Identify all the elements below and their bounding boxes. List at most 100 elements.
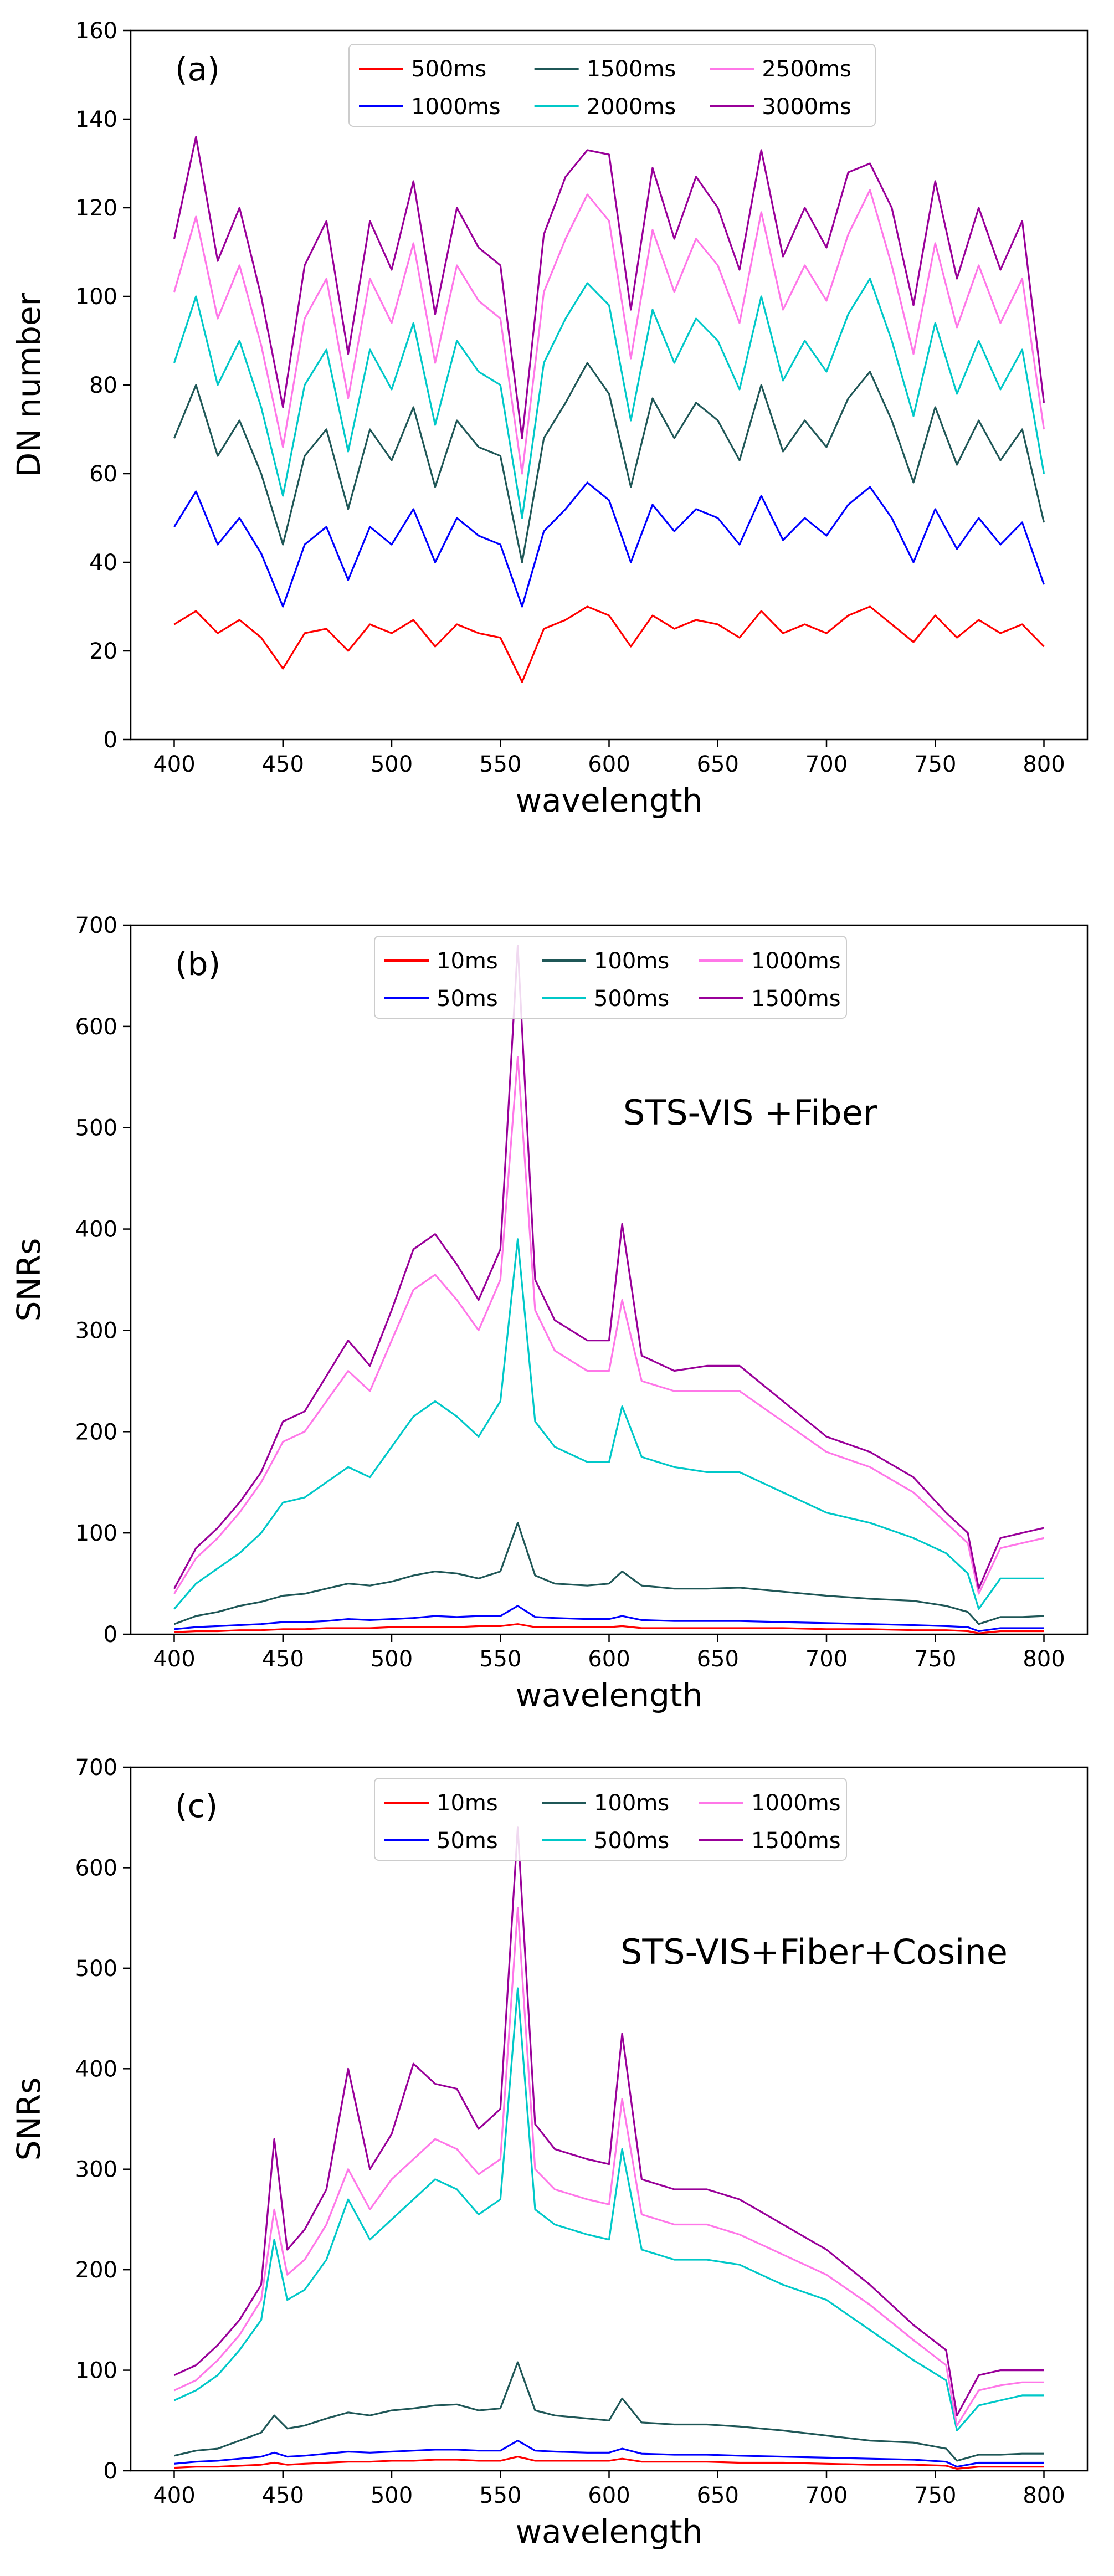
series-line-10ms [174, 1623, 1044, 1634]
x-tick-label: 450 [262, 752, 304, 777]
y-tick-label: 120 [75, 196, 117, 221]
x-axis-label: wavelength [516, 782, 703, 819]
x-tick-label: 800 [1023, 1646, 1065, 1672]
legend-label: 50ms [437, 986, 498, 1012]
legend-label: 1500ms [587, 57, 676, 82]
y-tick-label: 100 [75, 284, 117, 310]
chart-annotation: STS-VIS+Fiber+Cosine [620, 1932, 1008, 1972]
legend-label: 500ms [594, 986, 669, 1012]
chart-panel-2: 400 450 500 550 600 650 700 750 800 0 100 200 300 400… [10, 913, 1089, 1714]
legend-label: 1500ms [751, 1828, 841, 1854]
panel-tag: (b) [175, 945, 220, 983]
legend-label: 50ms [437, 1828, 498, 1854]
x-tick-label: 450 [262, 1646, 304, 1672]
x-tick-label: 700 [805, 2483, 848, 2508]
x-tick-label: 800 [1023, 2483, 1065, 2508]
legend-label: 2000ms [587, 94, 676, 120]
legend-label: 1000ms [751, 1790, 841, 1816]
series-line-100ms [173, 1522, 1044, 1625]
y-tick-label: 700 [75, 1755, 117, 1780]
x-tick-label: 650 [697, 1646, 739, 1672]
y-tick-label: 500 [75, 1956, 117, 1982]
y-axis-label: SNRs [10, 1238, 48, 1322]
x-tick-label: 400 [153, 752, 195, 777]
y-axis-label: SNRs [10, 2077, 48, 2161]
y-tick-label: 100 [75, 2358, 117, 2384]
panel-tag: (c) [175, 1787, 218, 1825]
x-tick-label: 500 [371, 1646, 413, 1672]
y-tick-label: 400 [75, 1217, 117, 1243]
y-axis-label: DN number [10, 293, 48, 477]
y-tick-label: 20 [89, 639, 117, 664]
series-line-100ms [174, 2361, 1044, 2462]
x-tick-label: 550 [479, 2483, 521, 2508]
x-tick-label: 450 [262, 2483, 304, 2508]
series-line-1000ms [173, 1907, 1044, 2426]
x-tick-label: 500 [371, 752, 413, 777]
y-tick-label: 600 [75, 1855, 117, 1881]
x-tick-label: 650 [697, 752, 739, 777]
x-tick-label: 500 [371, 2483, 413, 2508]
legend-label: 1000ms [751, 948, 841, 974]
legend-label: 2500ms [762, 57, 851, 82]
x-tick-label: 600 [588, 1646, 630, 1672]
x-tick-label: 750 [914, 2483, 956, 2508]
y-tick-label: 80 [89, 373, 117, 398]
series-line-3000ms [173, 136, 1045, 439]
y-tick-label: 0 [104, 2459, 117, 2484]
x-tick-label: 750 [914, 752, 956, 777]
series-line-10ms [174, 2456, 1044, 2470]
y-tick-label: 200 [75, 1419, 117, 1445]
y-tick-label: 0 [104, 727, 117, 753]
legend-label: 1000ms [411, 94, 501, 120]
x-tick-label: 750 [914, 1646, 956, 1672]
chart-annotation: STS-VIS +Fiber [623, 1092, 877, 1133]
y-tick-label: 200 [75, 2257, 117, 2283]
x-tick-label: 650 [697, 2483, 739, 2508]
series-line-1500ms [173, 362, 1045, 563]
series-line-2500ms [173, 189, 1045, 475]
chart-panel-1: 400 450 500 550 600 650 700 750 800 0 20 40 60 80 100 1… [10, 18, 1089, 819]
series-line-500ms [173, 1987, 1044, 2431]
x-tick-label: 600 [588, 752, 630, 777]
x-tick-label: 800 [1023, 752, 1065, 777]
y-tick-label: 160 [75, 18, 117, 44]
legend-label: 100ms [594, 1790, 669, 1816]
panel-tag: (a) [175, 50, 220, 88]
series-line-50ms [174, 2440, 1044, 2468]
y-tick-label: 700 [75, 913, 117, 938]
legend-label: 3000ms [762, 94, 851, 120]
series-line-1500ms [173, 944, 1044, 1590]
legend-label: 500ms [594, 1828, 669, 1854]
x-tick-label: 400 [153, 2483, 195, 2508]
x-axis-label: wavelength [516, 2513, 703, 2551]
y-tick-label: 300 [75, 2157, 117, 2183]
y-tick-label: 300 [75, 1318, 117, 1343]
x-tick-label: 400 [153, 1646, 195, 1672]
legend-label: 500ms [411, 57, 486, 82]
x-tick-label: 700 [805, 752, 848, 777]
series-line-500ms [173, 605, 1045, 683]
legend-label: 10ms [437, 948, 498, 974]
x-tick-label: 550 [479, 752, 521, 777]
series-line-50ms [174, 1605, 1044, 1633]
series-line-1000ms [173, 481, 1045, 608]
legend-label: 100ms [594, 948, 669, 974]
x-tick-label: 700 [805, 1646, 848, 1672]
y-tick-label: 400 [75, 2056, 117, 2082]
y-tick-label: 0 [104, 1622, 117, 1648]
y-tick-label: 500 [75, 1116, 117, 1141]
y-tick-label: 600 [75, 1014, 117, 1040]
y-tick-label: 40 [89, 550, 117, 576]
series-line-2000ms [173, 278, 1045, 519]
y-tick-label: 60 [89, 461, 117, 487]
x-axis-label: wavelength [516, 1676, 703, 1714]
y-tick-label: 140 [75, 107, 117, 132]
x-tick-label: 550 [479, 1646, 521, 1672]
legend-label: 1500ms [751, 986, 841, 1012]
series-line-1000ms [173, 1056, 1044, 1595]
series-line-500ms [173, 1238, 1044, 1610]
y-tick-label: 100 [75, 1521, 117, 1546]
chart-panel-3: 400 450 500 550 600 650 700 750 800 0 100 200 300 400… [10, 1755, 1089, 2551]
x-tick-label: 600 [588, 2483, 630, 2508]
